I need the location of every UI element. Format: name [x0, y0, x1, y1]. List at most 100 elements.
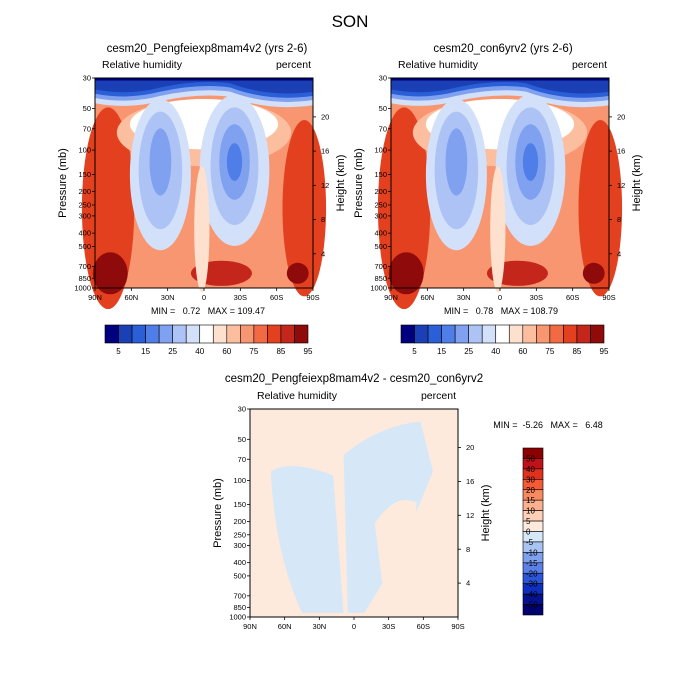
y-tick-label: 150 [78, 170, 91, 179]
y-tick-label: 300 [374, 211, 387, 220]
colorbar-label: -15 [526, 559, 538, 568]
x-tick-label: 90S [306, 293, 319, 302]
x-tick-label: 30S [382, 622, 395, 631]
y-tick-label: 500 [374, 242, 387, 251]
field-top-edge [95, 78, 313, 81]
colorbar: 5 15 25 40 60 75 85 95 [400, 324, 609, 356]
colorbar-label: 75 [545, 347, 554, 356]
colorbar-label: 60 [518, 347, 527, 356]
colorbar-swatch [158, 324, 173, 344]
colorbar-swatch [508, 324, 524, 344]
heatmap-field [377, 78, 623, 309]
y2-tick-label: 16 [321, 147, 329, 156]
x-tick-label: 30N [312, 622, 326, 631]
panel-title: cesm20_Pengfeiexp8mam4v2 (yrs 2-6) [107, 43, 308, 55]
y-tick-label: 1000 [370, 284, 387, 293]
y-tick-label: 300 [233, 541, 246, 550]
y-tick-label: 850 [78, 274, 91, 283]
colorbar-label: 20 [526, 486, 535, 495]
colorbar-label: 30 [526, 475, 535, 484]
field-itcz-column [490, 166, 506, 293]
x-tick-label: 0 [202, 293, 206, 302]
min-max-stats: MIN = 0.78 MAX = 108.79 [444, 306, 558, 316]
x-tick-label: 30N [161, 293, 175, 302]
colorbar-label: 15 [526, 496, 535, 505]
y-tick-label: 100 [374, 146, 387, 155]
x-tick-label: 60N [278, 622, 292, 631]
y2-tick-label: 8 [321, 215, 325, 224]
colorbar-label: 60 [222, 347, 231, 356]
field-max-south [286, 262, 309, 284]
y-tick-label: 1000 [74, 284, 91, 293]
y-tick-label: 250 [374, 201, 387, 210]
y2-axis-title: Height (km) [335, 155, 347, 212]
colorbar-label: 25 [168, 347, 177, 356]
y-tick-label: 1000 [229, 613, 246, 622]
field-dry-north-core [149, 128, 172, 196]
y-tick-label: 70 [238, 455, 246, 464]
chart-panel-3: cesm20_Pengfeiexp8mam4v2 - cesm20_con6yr… [212, 373, 603, 631]
field-dry-south-core [522, 143, 539, 181]
colorbar: 5 15 25 40 60 75 85 95 [104, 324, 313, 356]
y-tick-label: 700 [233, 591, 246, 600]
y-tick-label: 30 [379, 74, 387, 83]
colorbar-label: 85 [572, 347, 581, 356]
y-tick-label: 300 [78, 211, 91, 220]
field-max-north [388, 252, 424, 295]
y2-tick-label: 16 [466, 477, 474, 486]
x-tick-label: 90S [451, 622, 464, 631]
colorbar-swatch [267, 324, 282, 344]
y2-tick-label: 20 [466, 443, 474, 452]
y-tick-label: 50 [379, 104, 387, 113]
colorbar-label: 95 [304, 347, 313, 356]
field-top-edge [391, 78, 609, 81]
y2-tick-label: 12 [617, 181, 625, 190]
x-tick-label: 90S [602, 293, 615, 302]
y-tick-label: 150 [233, 500, 246, 509]
colorbar-swatch [549, 324, 564, 344]
x-tick-label: 90N [88, 293, 102, 302]
y-axis-title: Pressure (mb) [212, 478, 224, 548]
colorbar-swatch [226, 324, 241, 344]
colorbar-label: 15 [437, 347, 446, 356]
x-tick-label: 0 [352, 622, 356, 631]
chart-panel-1: cesm20_Pengfeiexp8mam4v2 (yrs 2-6) Relati… [57, 43, 347, 356]
colorbar-swatch [172, 324, 187, 344]
colorbar-label: 5 [116, 347, 121, 356]
colorbar-label: 5 [526, 517, 531, 526]
units-label: percent [572, 59, 607, 71]
colorbar-label: -30 [526, 580, 538, 589]
field-max-north [92, 252, 128, 295]
panel-title: cesm20_con6yrv2 (yrs 2-6) [433, 43, 572, 55]
heatmap-field [250, 409, 458, 617]
min-max-stats: MIN = -5.26 MAX = 6.48 [493, 420, 603, 430]
y-tick-label: 700 [78, 262, 91, 271]
y-tick-label: 500 [78, 242, 91, 251]
heatmap-field [81, 78, 327, 309]
y-tick-label: 30 [83, 74, 91, 83]
colorbar-label: 40 [195, 347, 204, 356]
y-axis-title: Pressure (mb) [353, 148, 365, 218]
field-moist-south [578, 120, 623, 297]
y-tick-label: 400 [233, 558, 246, 567]
y2-tick-label: 4 [466, 579, 470, 588]
colorbar-swatch [522, 604, 544, 616]
colorbar-swatch [441, 324, 456, 344]
y-tick-label: 250 [233, 530, 246, 539]
y-axis-title: Pressure (mb) [57, 148, 69, 218]
y2-tick-label: 4 [321, 249, 325, 258]
y-tick-label: 150 [374, 170, 387, 179]
variable-label: Relative humidity [257, 390, 338, 402]
colorbar-label: -20 [526, 569, 538, 578]
colorbar-swatch [253, 324, 268, 344]
x-tick-label: 30S [530, 293, 543, 302]
x-tick-label: 90N [384, 293, 398, 302]
colorbar-swatch [522, 324, 537, 344]
field-dry-north-core [445, 128, 468, 196]
colorbar-swatch [104, 324, 119, 344]
colorbar-label: 75 [249, 347, 258, 356]
y-tick-label: 500 [233, 571, 246, 580]
colorbar-swatch [400, 324, 415, 344]
